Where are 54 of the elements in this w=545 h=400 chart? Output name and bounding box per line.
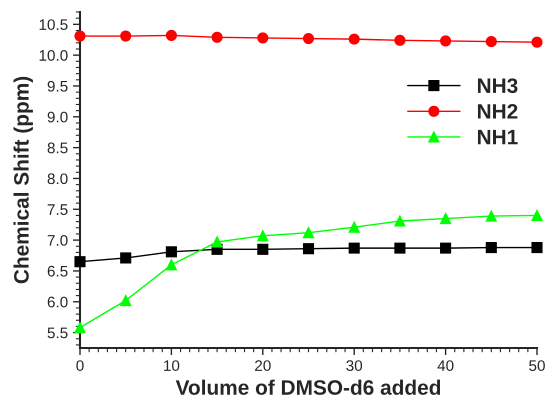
point <box>74 256 86 268</box>
legend-label: NH3 <box>478 78 518 94</box>
y-tick-label: 9.0 <box>48 112 68 122</box>
point <box>257 230 268 242</box>
y-tick-label: 7.0 <box>48 234 68 246</box>
y-tick-label: 6.5 <box>48 266 68 277</box>
point <box>212 236 223 248</box>
y-tick-label: 8.0 <box>48 173 68 184</box>
point <box>440 35 452 47</box>
point <box>486 242 497 254</box>
point <box>348 34 360 45</box>
x-tick-label: 30 <box>346 360 362 372</box>
point <box>166 246 177 258</box>
point <box>120 252 132 264</box>
y-tick-label: 10.0 <box>40 50 68 61</box>
point <box>212 32 223 43</box>
point <box>166 259 177 270</box>
y-tick-label: 10.5 <box>40 19 68 30</box>
y-tick-label: 8.5 <box>48 142 68 154</box>
y-tick-label: 5.5 <box>48 328 68 338</box>
point <box>302 32 314 44</box>
x-axis-title: Volume of DMSO-d6 added <box>176 380 440 395</box>
point <box>348 222 360 233</box>
point <box>531 36 543 48</box>
point <box>531 210 543 222</box>
point <box>257 244 268 255</box>
point <box>302 227 314 238</box>
point <box>74 30 86 42</box>
point <box>394 215 406 227</box>
y-tick-label: 9.5 <box>48 80 68 92</box>
legend-label: NH1 <box>478 130 518 144</box>
y-tick-label: 6.0 <box>48 296 68 308</box>
point <box>394 242 406 254</box>
point <box>120 294 132 306</box>
point <box>348 242 360 254</box>
point <box>531 242 543 254</box>
point <box>440 242 452 254</box>
point <box>440 212 452 224</box>
x-tick-label: 40 <box>437 360 454 372</box>
point <box>486 36 497 48</box>
point <box>302 243 314 254</box>
point <box>166 30 177 41</box>
legend-label: NH2 <box>478 104 518 119</box>
x-tick-label: 20 <box>255 360 271 372</box>
x-tick-label: 10 <box>164 360 180 372</box>
y-tick-label: 7.5 <box>48 204 68 215</box>
point <box>120 30 132 42</box>
x-tick-label: 50 <box>529 360 545 372</box>
point <box>486 210 497 222</box>
point <box>394 34 406 46</box>
y-axis-title: Chemical Shift (ppm) <box>13 76 33 284</box>
point <box>257 32 268 44</box>
x-tick-label: 0 <box>76 360 84 372</box>
point <box>74 322 86 334</box>
